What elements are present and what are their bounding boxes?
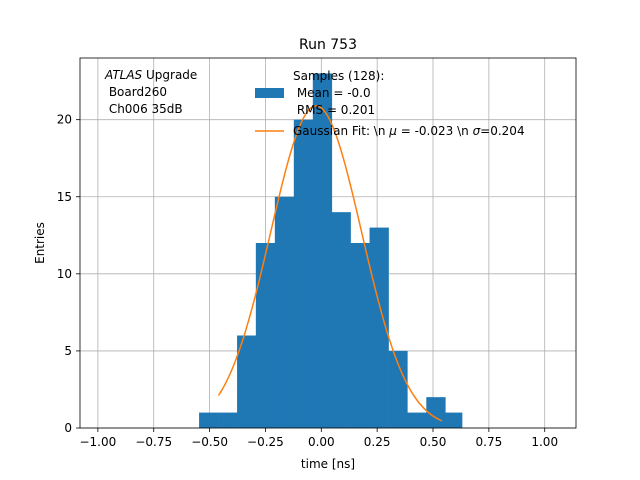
legend-fit-sigma-text: =0.204 [480,124,524,138]
histogram-bar [255,243,276,428]
y-tick-label: 5 [64,344,72,358]
legend-fit-sigma: σ [473,124,481,138]
histogram-bar [350,243,370,428]
chart-title: Run 753 [299,37,357,53]
annotation-line-2: Board260 [105,85,167,99]
legend-samples-line-3: RMS = 0.201 [293,103,375,117]
x-tick-label: 0.25 [364,435,391,449]
x-tick-label: −0.75 [135,435,172,449]
y-tick-label: 20 [57,113,72,127]
annotation-atlas: ATLAS [104,68,143,82]
histogram-bars [199,73,463,429]
histogram-bar [331,212,351,428]
legend-patch-samples [255,88,284,98]
x-tick-label: −0.25 [247,435,284,449]
histogram-bar [199,412,219,428]
y-tick-label: 15 [57,190,72,204]
y-axis-ticks: 0 5 10 15 20 [57,113,80,435]
legend-fit-prefix: Gaussian Fit: \n [293,124,389,138]
x-axis-label: time [ns] [301,457,355,471]
histogram-bar [388,350,408,428]
histogram-bar [237,335,257,428]
legend-fit-mu-text: = -0.023 \n [397,124,473,138]
histogram-bar [445,412,463,428]
histogram-bar [369,227,389,428]
x-tick-label: −1.00 [79,435,116,449]
y-tick-label: 0 [64,421,72,435]
x-tick-label: 0.50 [420,435,447,449]
annotation-line-1: ATLAS Upgrade [104,68,197,82]
histogram-bar [274,196,295,428]
legend-samples-line-1: Samples (128): [293,69,384,83]
x-tick-label: 0.75 [476,435,503,449]
legend-fit-mu: μ [388,124,397,138]
plot-frame [79,57,577,429]
x-tick-label: 1.00 [531,435,558,449]
y-axis-label: Entries [33,222,47,264]
y-tick-label: 10 [57,267,72,281]
gaussian-fit-curve [217,105,443,422]
histogram-bar [218,412,238,428]
legend: Samples (128): Mean = -0.0 RMS = 0.201 G… [255,69,525,138]
histogram-bar [293,119,314,429]
annotation-line-3: Ch006 35dB [105,102,183,116]
annotation-upgrade: Upgrade [142,68,197,82]
histogram-bar [312,73,333,429]
x-tick-label: 0.00 [308,435,335,449]
annotation-block: ATLAS Upgrade Board260 Ch006 35dB [104,68,197,116]
legend-samples-line-2: Mean = -0.0 [293,86,371,100]
histogram-bar [407,412,427,428]
x-axis-ticks: −1.00 −0.75 −0.50 −0.25 0.00 0.25 0.50 0.75 1.00 [79,428,558,449]
legend-fit-label: Gaussian Fit: \n μ = -0.023 \n σ=0.204 [293,124,525,138]
x-tick-label: −0.50 [191,435,228,449]
